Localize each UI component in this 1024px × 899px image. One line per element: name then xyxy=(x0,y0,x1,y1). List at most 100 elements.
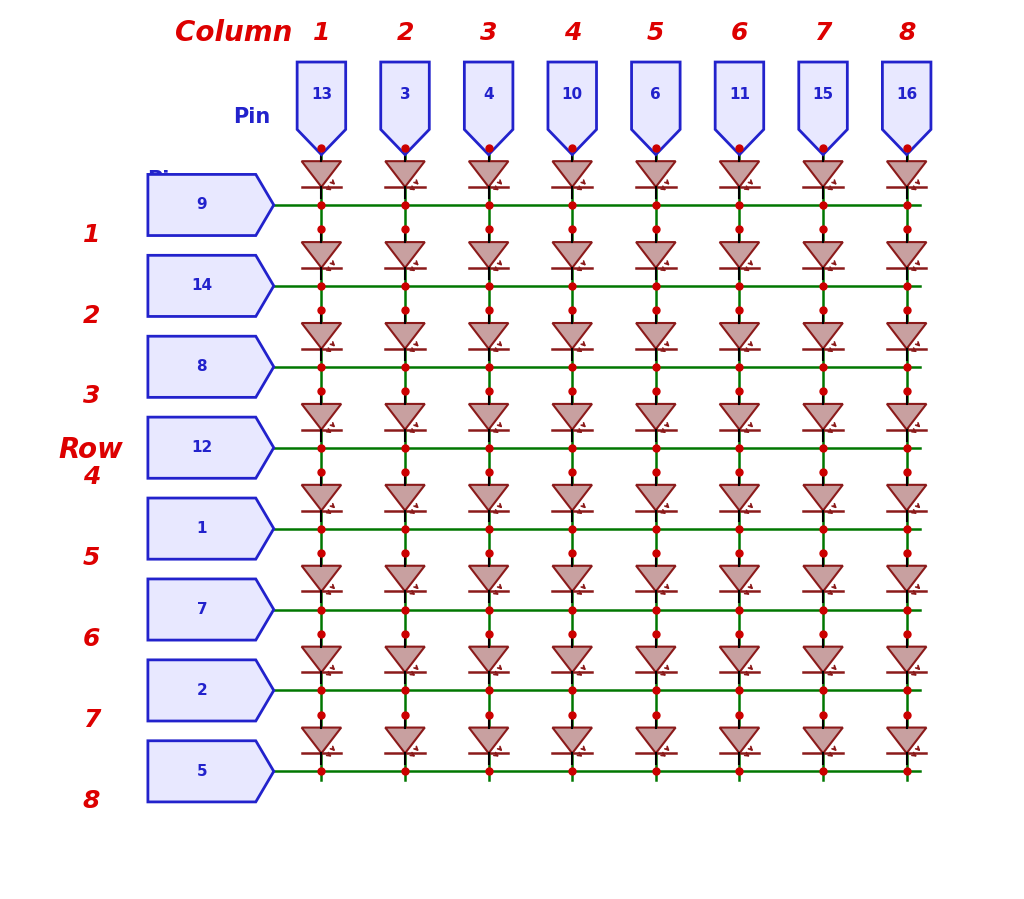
Polygon shape xyxy=(385,242,425,268)
Polygon shape xyxy=(636,646,676,672)
Text: 6: 6 xyxy=(83,628,100,651)
Text: 7: 7 xyxy=(197,602,207,617)
Polygon shape xyxy=(720,646,759,672)
Polygon shape xyxy=(302,565,341,592)
Text: 13: 13 xyxy=(311,87,332,102)
Text: 11: 11 xyxy=(729,87,750,102)
Polygon shape xyxy=(720,404,759,430)
Text: 7: 7 xyxy=(83,708,100,732)
Text: 2: 2 xyxy=(197,683,207,698)
Polygon shape xyxy=(803,404,843,430)
Polygon shape xyxy=(385,727,425,753)
Text: 4: 4 xyxy=(483,87,494,102)
Text: 5: 5 xyxy=(83,547,100,570)
Polygon shape xyxy=(553,161,592,187)
Polygon shape xyxy=(385,404,425,430)
Text: 8: 8 xyxy=(197,360,207,374)
Polygon shape xyxy=(302,485,341,511)
Text: 10: 10 xyxy=(562,87,583,102)
Polygon shape xyxy=(715,62,764,155)
Polygon shape xyxy=(803,727,843,753)
Polygon shape xyxy=(887,242,927,268)
Polygon shape xyxy=(887,323,927,349)
Polygon shape xyxy=(636,161,676,187)
Text: Pin: Pin xyxy=(232,107,270,127)
Text: 12: 12 xyxy=(191,441,212,455)
Text: Row: Row xyxy=(59,435,124,464)
Polygon shape xyxy=(469,646,508,672)
Polygon shape xyxy=(720,485,759,511)
Polygon shape xyxy=(636,565,676,592)
Polygon shape xyxy=(297,62,346,155)
Text: 4: 4 xyxy=(563,22,581,45)
Polygon shape xyxy=(385,485,425,511)
Polygon shape xyxy=(302,323,341,349)
Polygon shape xyxy=(720,161,759,187)
Polygon shape xyxy=(147,660,273,721)
Polygon shape xyxy=(636,404,676,430)
Text: 8: 8 xyxy=(898,22,915,45)
Polygon shape xyxy=(883,62,931,155)
Polygon shape xyxy=(147,417,273,478)
Text: 16: 16 xyxy=(896,87,918,102)
Polygon shape xyxy=(803,323,843,349)
Text: 9: 9 xyxy=(197,198,207,212)
Polygon shape xyxy=(147,336,273,397)
Polygon shape xyxy=(636,323,676,349)
Text: 3: 3 xyxy=(480,22,498,45)
Polygon shape xyxy=(469,242,508,268)
Polygon shape xyxy=(887,161,927,187)
Polygon shape xyxy=(720,242,759,268)
Polygon shape xyxy=(720,565,759,592)
Polygon shape xyxy=(803,646,843,672)
Text: 2: 2 xyxy=(83,304,100,327)
Text: Column: Column xyxy=(175,19,292,48)
Text: 1: 1 xyxy=(197,521,207,536)
Polygon shape xyxy=(803,565,843,592)
Polygon shape xyxy=(548,62,597,155)
Text: 3: 3 xyxy=(83,385,100,408)
Polygon shape xyxy=(553,646,592,672)
Text: 5: 5 xyxy=(647,22,665,45)
Polygon shape xyxy=(385,646,425,672)
Polygon shape xyxy=(464,62,513,155)
Polygon shape xyxy=(636,242,676,268)
Text: 7: 7 xyxy=(814,22,831,45)
Polygon shape xyxy=(302,242,341,268)
Polygon shape xyxy=(887,646,927,672)
Polygon shape xyxy=(553,323,592,349)
Text: 2: 2 xyxy=(396,22,414,45)
Polygon shape xyxy=(803,242,843,268)
Polygon shape xyxy=(632,62,680,155)
Polygon shape xyxy=(553,727,592,753)
Polygon shape xyxy=(636,485,676,511)
Text: Pin: Pin xyxy=(147,170,184,190)
Polygon shape xyxy=(469,404,508,430)
Polygon shape xyxy=(803,161,843,187)
Polygon shape xyxy=(553,404,592,430)
Polygon shape xyxy=(720,727,759,753)
Polygon shape xyxy=(887,727,927,753)
Polygon shape xyxy=(302,161,341,187)
Polygon shape xyxy=(302,404,341,430)
Polygon shape xyxy=(469,161,508,187)
Polygon shape xyxy=(302,727,341,753)
Polygon shape xyxy=(147,255,273,316)
Polygon shape xyxy=(469,323,508,349)
Text: 15: 15 xyxy=(812,87,834,102)
Polygon shape xyxy=(469,727,508,753)
Polygon shape xyxy=(636,727,676,753)
Polygon shape xyxy=(147,174,273,236)
Polygon shape xyxy=(720,323,759,349)
Polygon shape xyxy=(147,579,273,640)
Polygon shape xyxy=(803,485,843,511)
Polygon shape xyxy=(302,646,341,672)
Polygon shape xyxy=(553,242,592,268)
Polygon shape xyxy=(385,323,425,349)
Polygon shape xyxy=(147,498,273,559)
Text: 5: 5 xyxy=(197,764,207,779)
Polygon shape xyxy=(553,565,592,592)
Polygon shape xyxy=(887,485,927,511)
Text: 3: 3 xyxy=(399,87,411,102)
Polygon shape xyxy=(887,565,927,592)
